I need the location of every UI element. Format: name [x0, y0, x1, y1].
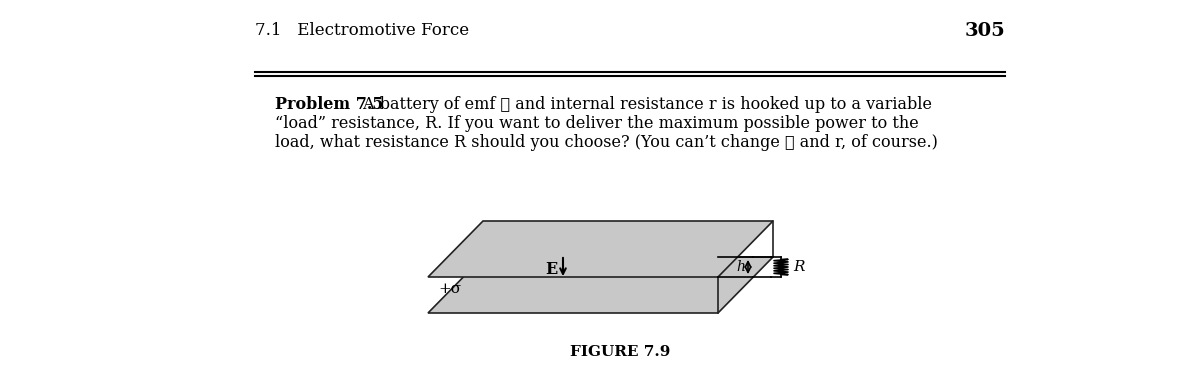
Text: h: h: [736, 260, 745, 274]
Text: load, what resistance R should you choose? (You can’t change ℰ and r, of course.: load, what resistance R should you choos…: [275, 134, 938, 151]
Text: 305: 305: [965, 22, 1006, 40]
Polygon shape: [428, 257, 773, 313]
Text: +σ: +σ: [438, 282, 461, 296]
Polygon shape: [428, 221, 773, 277]
Text: E: E: [545, 261, 557, 277]
Text: Problem 7.5: Problem 7.5: [275, 96, 384, 113]
Text: 7.1   Electromotive Force: 7.1 Electromotive Force: [256, 22, 469, 39]
Text: FIGURE 7.9: FIGURE 7.9: [570, 345, 670, 359]
Text: A battery of emf ℰ and internal resistance r is hooked up to a variable: A battery of emf ℰ and internal resistan…: [358, 96, 932, 113]
Text: “load” resistance, R. If you want to deliver the maximum possible power to the: “load” resistance, R. If you want to del…: [275, 115, 919, 132]
Text: R: R: [793, 260, 804, 274]
